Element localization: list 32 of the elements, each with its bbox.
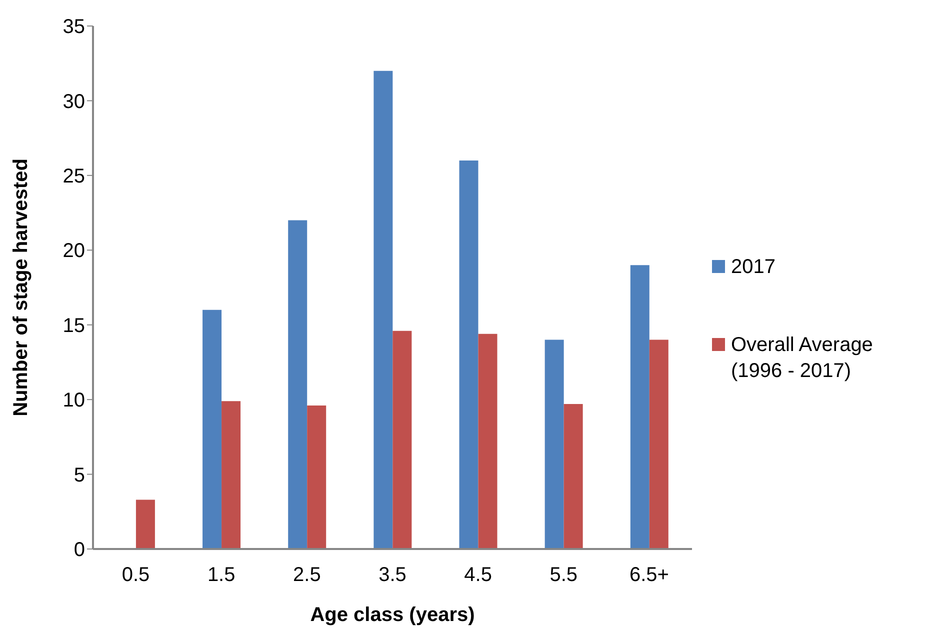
bar (544, 340, 564, 549)
bar (307, 406, 326, 549)
legend-label: Overall Average (1996 - 2017) (731, 332, 874, 384)
legend-label: 2017 (731, 254, 776, 280)
bar (288, 220, 308, 549)
bar (564, 404, 583, 549)
x-tick-label: 1.5 (207, 564, 236, 586)
bar (392, 330, 412, 549)
bar (136, 500, 155, 549)
y-axis-title: Number of stage harvested (10, 158, 32, 416)
y-tick-label: 35 (62, 16, 85, 38)
bar (630, 265, 650, 549)
x-tick-label: 2.5 (293, 564, 321, 586)
y-tick-label: 20 (62, 240, 85, 262)
y-tick-label: 0 (74, 539, 85, 562)
bar (222, 401, 241, 549)
y-tick-label: 25 (62, 166, 85, 188)
y-tick-label: 30 (62, 90, 85, 113)
bar (478, 334, 498, 549)
x-tick-label: 0.5 (122, 564, 150, 586)
x-tick-label: 5.5 (550, 564, 578, 586)
y-tick-label: 10 (62, 390, 85, 412)
y-tick-label: 15 (62, 314, 85, 337)
bar (459, 160, 478, 549)
x-tick-label: 3.5 (378, 564, 406, 586)
x-tick-label: 6.5+ (629, 564, 669, 586)
y-tick-label: 5 (74, 464, 85, 486)
bar (202, 310, 222, 549)
x-tick-label: 4.5 (464, 564, 492, 586)
bar (374, 70, 393, 549)
x-axis-title: Age class (years) (310, 604, 475, 626)
bar (649, 340, 668, 549)
